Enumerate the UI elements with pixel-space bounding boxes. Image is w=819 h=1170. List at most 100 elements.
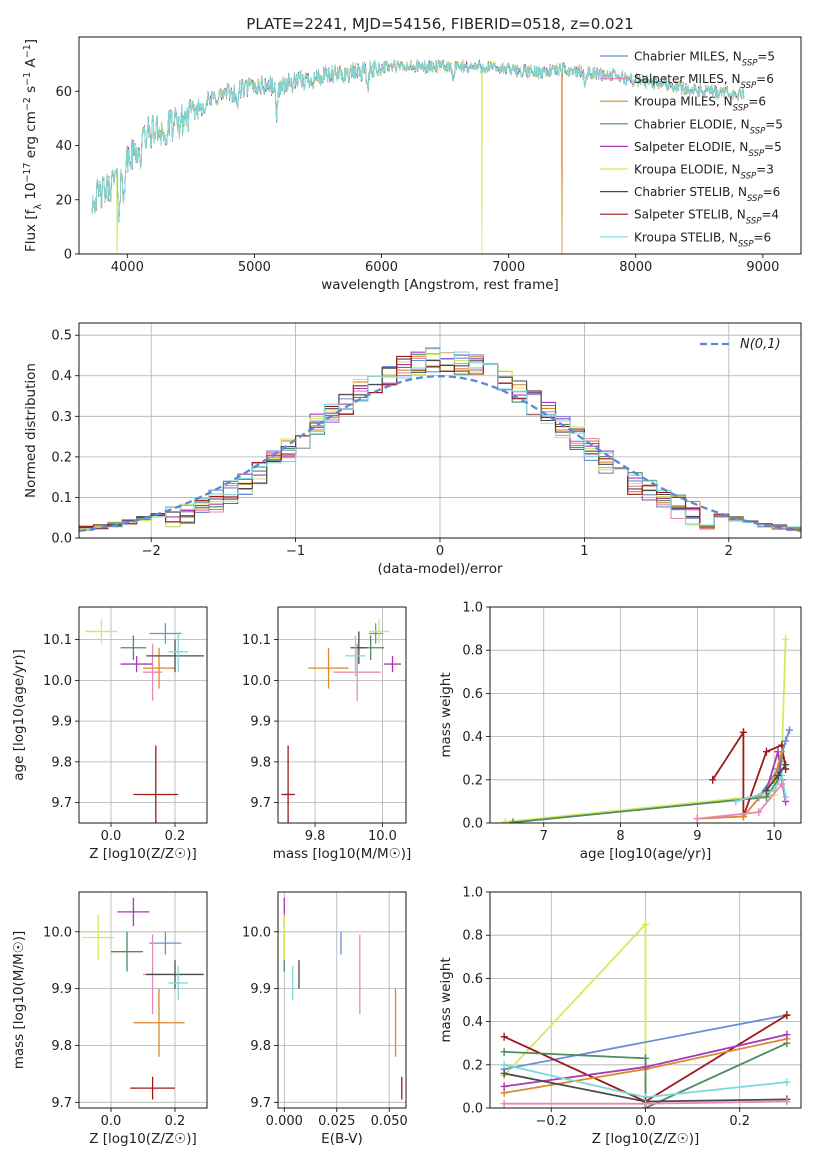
y-tick-label: 1.0 (462, 601, 483, 616)
x-axis-label: Z [log10(Z/Z☉)] (89, 846, 197, 862)
y-tick-label: 60 (55, 85, 72, 100)
spectrum-panel: 4000 5000 6000 7000 8000 9000 0 20 40 60 wavelengt… (22, 36, 802, 293)
y-axis-label: age [log10(age/yr)] (11, 649, 27, 781)
weight-marker (500, 1060, 508, 1069)
y-tick-label: 9.7 (51, 1096, 72, 1111)
axes-frame (277, 891, 407, 1109)
x-tick-label: 0.050 (371, 1114, 408, 1129)
x-tick-label: 7000 (492, 260, 525, 275)
weight-marker (500, 1082, 508, 1091)
errorbar-point (120, 655, 153, 673)
x-tick-label: 7 (540, 829, 548, 844)
y-tick-label: 0.8 (462, 929, 483, 944)
x-tick-label: 0.0 (101, 829, 122, 844)
legend-entry: Salpeter STELIB, NSSP=4 (634, 208, 779, 227)
mass_vs_metallicity-grid (79, 892, 207, 1108)
y-tick-label: 0.5 (51, 329, 72, 344)
y-axis-label: mass [log10(M/M☉)] (11, 931, 27, 1070)
y-tick-label: 9.9 (51, 715, 72, 730)
errorbar-point (146, 639, 204, 673)
weight_vs_age-panel: 7 8 9 10 0.0 0.2 0.4 0.6 0.8 1.0 age [log10(age/yr… (438, 601, 802, 862)
spectrum-line-kroupa-stelib (91, 59, 745, 223)
weight-marker (783, 1078, 791, 1087)
errorbar-point (368, 619, 390, 644)
errorbar-point (350, 631, 368, 665)
errorbar-point (345, 635, 366, 677)
y-tick-label: 0.6 (462, 687, 483, 702)
x-tick-label: −1 (286, 544, 305, 559)
y-tick-label: 20 (55, 193, 72, 208)
weight-marker (782, 793, 790, 802)
histogram-kroupa-miles (79, 355, 801, 531)
y-tick-label: 10.1 (43, 633, 72, 648)
y-tick-label: 0.2 (51, 450, 72, 465)
x-tick-label: 0 (436, 544, 444, 559)
errorbar-point (333, 643, 381, 701)
axes-frame (78, 36, 802, 255)
legend-entry: Salpeter ELODIE, NSSP=5 (634, 140, 782, 159)
x-axis-label: age [log10(age/yr)] (580, 846, 712, 862)
y-tick-label: 1.0 (462, 886, 483, 901)
y-axis-label: mass weight (438, 957, 454, 1042)
errorbar-point (130, 1076, 175, 1100)
y-tick-label: 10.1 (242, 633, 271, 648)
y-tick-label: 0 (64, 248, 72, 263)
weight-marker (642, 1099, 649, 1108)
legend-entry: Kroupa STELIB, NSSP=6 (634, 230, 771, 249)
y-tick-label: 40 (55, 139, 72, 154)
y-tick-label: 9.7 (250, 1096, 271, 1111)
age_vs_metallicity-grid (79, 607, 207, 823)
errorbar-point (149, 931, 182, 955)
x-tick-label: 0.2 (165, 829, 186, 844)
x-axis-label: Z [log10(Z/Z☉)] (592, 1131, 700, 1147)
y-tick-label: 0.2 (462, 1058, 483, 1073)
weight-marker (500, 1099, 508, 1108)
y-tick-label: 9.8 (51, 755, 72, 770)
y-tick-label: 10.0 (43, 674, 72, 689)
axes-frame (277, 606, 407, 824)
x-tick-label: −2 (142, 544, 161, 559)
y-tick-label: 0.6 (462, 972, 483, 987)
weight-marker (762, 747, 770, 756)
y-tick-label: 10.0 (242, 925, 271, 940)
weight-line-chabrier-miles (503, 1014, 788, 1070)
x-tick-label: 8000 (619, 260, 652, 275)
weight-line-chabrier-elodie (504, 1042, 788, 1108)
x-axis-label: Z [log10(Z/Z☉)] (89, 1131, 197, 1147)
y-tick-label: 0.3 (51, 410, 72, 425)
x-tick-label: 0.0 (101, 1114, 122, 1129)
errorbar-point (368, 623, 383, 644)
weight-marker (501, 817, 509, 823)
y-axis-label: Normed distribution (23, 363, 39, 498)
weight-marker (642, 1054, 649, 1063)
errorbar-point (143, 647, 175, 689)
weight-marker (785, 726, 793, 735)
x-tick-label: 2 (725, 544, 733, 559)
mass_vs_ebv-grid (278, 892, 406, 1108)
errorbar-point (111, 931, 143, 972)
x-axis-label: E(B-V) (321, 1131, 363, 1147)
errorbar-point (120, 635, 147, 660)
weight-marker (782, 635, 790, 644)
weight_vs_age-grid (490, 606, 801, 824)
y-axis-label: Flux [fλ 10−17 erg cm−2 s−1 A−1] (22, 39, 44, 252)
y-axis-label: mass weight (438, 672, 454, 757)
age_vs_metallicity-panel: 0.0 0.2 9.7 9.8 9.9 10.0 10.1 Z [log10(Z/Z☉)] ag… (11, 606, 208, 862)
weight-marker (500, 1032, 508, 1041)
legend-entry: Kroupa ELODIE, NSSP=3 (634, 163, 774, 182)
weight-marker (509, 818, 517, 823)
y-tick-label: 0.0 (51, 532, 72, 547)
weight-marker (783, 1011, 791, 1020)
x-tick-label: 9 (693, 829, 701, 844)
age_vs_mass-grid (278, 607, 406, 823)
histogram-salpeter-miles (79, 351, 801, 534)
weight-marker (500, 1047, 508, 1056)
errorbar-point (117, 897, 150, 927)
y-tick-label: 10.0 (43, 925, 72, 940)
axes-frame (78, 891, 208, 1109)
weight-marker (762, 786, 770, 795)
x-tick-label: 10 (766, 829, 783, 844)
y-tick-label: 9.9 (250, 982, 271, 997)
age_vs_mass-panel: 9.8 10.0 9.7 9.8 9.9 10.0 10.1 mass [log10(M/M☉… (242, 606, 411, 862)
